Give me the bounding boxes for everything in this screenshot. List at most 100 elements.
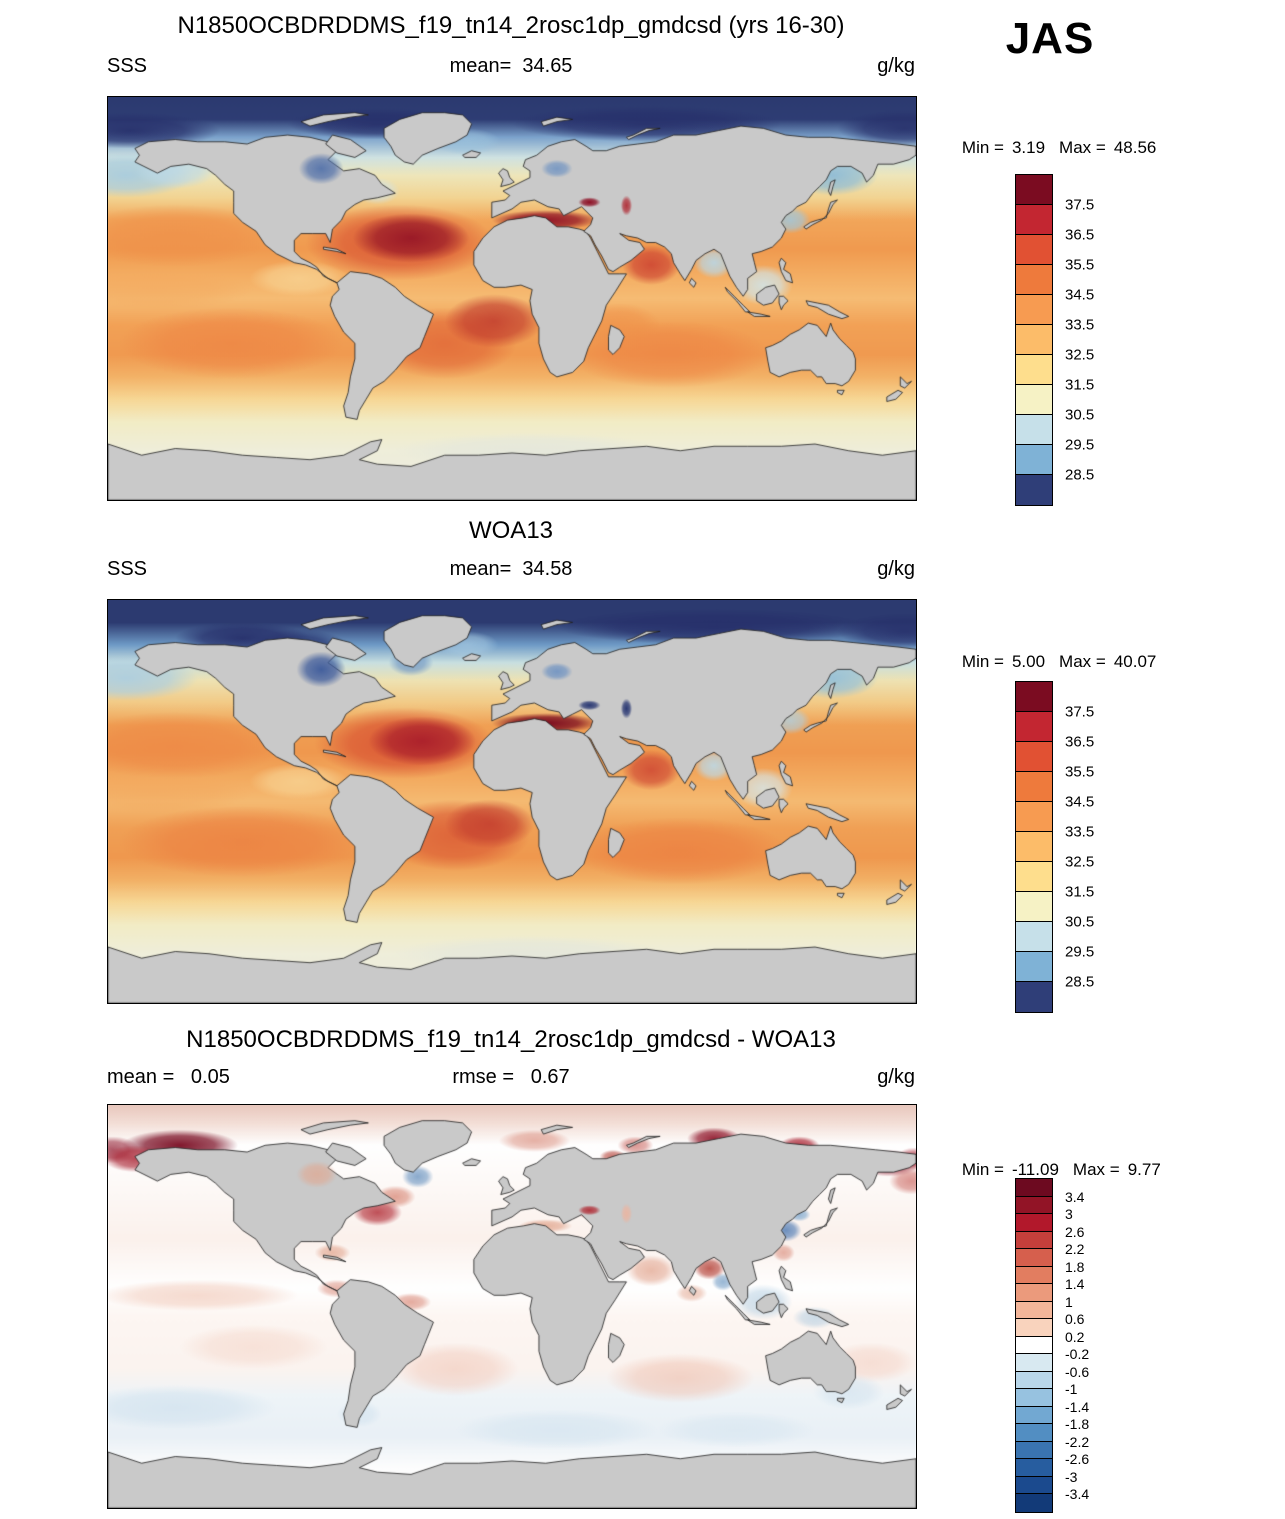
colorbar-cell (1016, 922, 1052, 952)
colorbar-cell (1016, 1284, 1052, 1302)
colorbar-cell (1016, 1196, 1052, 1214)
colorbar-tick-label: 32.5 (1065, 346, 1095, 364)
colorbar-cell (1016, 1476, 1052, 1494)
colorbar-tick-label: -2.6 (1065, 1451, 1090, 1467)
colorbar-cell (1016, 1179, 1052, 1197)
colorbar-cell (1016, 235, 1052, 265)
panel2-title: WOA13 (468, 517, 554, 544)
colorbar-cell (1016, 1441, 1052, 1459)
colorbar-cell (1016, 772, 1052, 802)
panel3-mean-label: mean = 0.05 (107, 1066, 230, 1088)
colorbar-tick-label: -0.2 (1065, 1346, 1090, 1362)
panel1-units-label: g/kg (877, 55, 915, 77)
colorbar-cell (1016, 175, 1052, 205)
panel2-max-value: 40.07 (1113, 652, 1157, 671)
colorbar-cell (1016, 265, 1052, 295)
panel1-header: SSS mean= 34.65 g/kg (107, 55, 915, 78)
colorbar-cell (1016, 712, 1052, 742)
panel2-colorbar: 37.5 36.5 35.5 34.5 33.5 32.5 31.5 30.5 29.5 28.5 (1015, 681, 1094, 1013)
colorbar-tick-label: -0.6 (1065, 1363, 1090, 1380)
panel1-colorbar: 37.5 36.5 35.5 34.5 33.5 32.5 31.5 30.5 29.5 28.5 (1015, 174, 1094, 506)
colorbar-tick-label: 31.5 (1065, 883, 1095, 901)
colorbar-cell (1016, 205, 1052, 235)
panel3-min-label: Min = (961, 1160, 1004, 1179)
panel3-title: N1850OCBDRDDMS_f19_tn14_2rosc1dp_gmdcsd … (186, 1026, 836, 1053)
colorbar-cell (1016, 802, 1052, 832)
colorbar-cell (1016, 415, 1052, 445)
colorbar-tick-label: 0.6 (1065, 1311, 1085, 1327)
panel1-variable-label: SSS (107, 55, 148, 77)
colorbar-cell (1016, 325, 1052, 355)
colorbar-tick-label: 30.5 (1065, 406, 1095, 424)
colorbar-cell (1016, 892, 1052, 922)
panel2-min-label: Min = (961, 652, 1004, 671)
colorbar-cell (1016, 1301, 1052, 1319)
colorbar-tick-label: 36.5 (1065, 733, 1095, 751)
panel1-mean-label: mean= 34.65 (449, 55, 573, 77)
colorbar-tick-label: 36.5 (1065, 226, 1095, 244)
panel1-max-value: 48.56 (1113, 138, 1157, 157)
colorbar-tick-label: 29.5 (1065, 943, 1095, 961)
panel2-stats: Min = 5.00 Max = 40.07 (943, 632, 1156, 692)
colorbar-tick-label: 2.6 (1065, 1223, 1085, 1240)
panel3-stats: Min = -11.09 Max = 9.77 (943, 1140, 1161, 1200)
colorbar-cell (1016, 445, 1052, 475)
panel2-max-label: Max = (1059, 652, 1106, 671)
colorbar-cell (1016, 1266, 1052, 1284)
panel2-units-label: g/kg (877, 558, 915, 580)
colorbar-cell (1016, 1231, 1052, 1249)
panel3-map (107, 1104, 917, 1509)
colorbar-cell (1016, 1406, 1052, 1424)
colorbar-cell (1016, 1424, 1052, 1442)
colorbar-tick-label: 32.5 (1065, 853, 1095, 871)
panel3-rmse-label: rmse = 0.67 (452, 1066, 570, 1088)
panel3-units-label: g/kg (877, 1066, 915, 1088)
colorbar-cell (1016, 1354, 1052, 1372)
colorbar-tick-label: 1.4 (1065, 1276, 1085, 1292)
colorbar-cell (1016, 1459, 1052, 1477)
panel1-colorbar-cells (1015, 174, 1053, 506)
panel2-header: SSS mean= 34.58 g/kg (107, 558, 915, 581)
colorbar-tick-label: 1 (1065, 1293, 1073, 1310)
colorbar-cell (1016, 1319, 1052, 1337)
season-label: JAS (1005, 14, 1095, 63)
colorbar-cell (1016, 862, 1052, 892)
colorbar-cell (1016, 1494, 1052, 1512)
panel3-max-value: 9.77 (1127, 1160, 1161, 1179)
colorbar-tick-label: -3.4 (1065, 1486, 1090, 1502)
colorbar-cell (1016, 295, 1052, 325)
colorbar-cell (1016, 475, 1052, 505)
colorbar-cell (1016, 982, 1052, 1012)
panel2-variable-label: SSS (107, 558, 148, 580)
panel2-colorbar-cells (1015, 681, 1053, 1013)
colorbar-tick-label: 3 (1065, 1206, 1073, 1222)
panel1-max-label: Max = (1059, 138, 1106, 157)
colorbar-tick-label: 28.5 (1065, 973, 1095, 991)
colorbar-tick-label: 0.2 (1065, 1328, 1085, 1345)
panel2-min-value: 5.00 (1011, 652, 1046, 671)
colorbar-cell (1016, 385, 1052, 415)
panel1-map (107, 96, 917, 501)
panel1-title: N1850OCBDRDDMS_f19_tn14_2rosc1dp_gmdcsd … (177, 12, 845, 39)
colorbar-cell (1016, 742, 1052, 772)
colorbar-cell (1016, 1336, 1052, 1354)
colorbar-tick-label: 33.5 (1065, 823, 1095, 841)
panel3-colorbar: 3.4 3 2.6 2.2 1.8 1.4 1 0.6 0.2 -0.2 -0.6 -1 -1.4 -1.… (1015, 1178, 1089, 1513)
colorbar-tick-label: -1.8 (1065, 1416, 1090, 1432)
panel3-max-label: Max = (1072, 1160, 1120, 1179)
colorbar-tick-label: 1.8 (1065, 1258, 1085, 1275)
colorbar-cell (1016, 1214, 1052, 1232)
colorbar-tick-label: -1 (1065, 1381, 1078, 1397)
colorbar-tick-label: 34.5 (1065, 793, 1095, 811)
colorbar-tick-label: 37.5 (1065, 196, 1095, 214)
colorbar-tick-label: 30.5 (1065, 913, 1095, 931)
colorbar-tick-label: 29.5 (1065, 436, 1095, 454)
colorbar-cell (1016, 355, 1052, 385)
colorbar-tick-label: 37.5 (1065, 703, 1095, 721)
colorbar-cell (1016, 952, 1052, 982)
panel1-stats: Min = 3.19 Max = 48.56 (943, 118, 1156, 178)
colorbar-tick-label: -1.4 (1065, 1398, 1090, 1415)
colorbar-tick-label: 2.2 (1065, 1241, 1085, 1257)
colorbar-cell (1016, 1371, 1052, 1389)
colorbar-tick-label: -3 (1065, 1468, 1078, 1485)
